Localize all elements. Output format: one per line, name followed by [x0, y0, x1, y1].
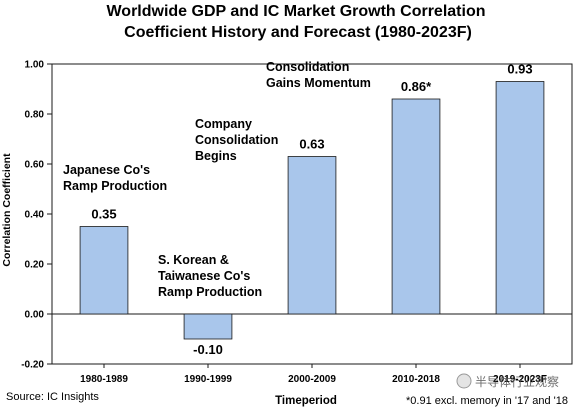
x-tick-label: 2010-2018 — [392, 374, 440, 385]
annotation-line: Gains Momentum — [266, 76, 371, 90]
annotations: Japanese Co's Ramp Production S. Korean & T… — [63, 60, 371, 299]
source-note: Source: IC Insights — [6, 391, 99, 403]
annotation: Consolidation Gains Momentum — [266, 60, 371, 90]
annotation-line: Consolidation — [266, 60, 349, 74]
x-tick-label: 2000-2009 — [288, 374, 336, 385]
annotation-line: Ramp Production — [63, 179, 167, 193]
y-tick-label: -0.20 — [21, 360, 44, 371]
y-tick-label: 1.00 — [25, 60, 45, 71]
annotation-line: Begins — [195, 149, 237, 163]
annotation-line: Taiwanese Co's — [158, 269, 250, 283]
bar — [183, 313, 233, 340]
chart-title-line-1: Worldwide GDP and IC Market Growth Corre… — [106, 3, 485, 20]
data-label: 0.93 — [507, 62, 532, 77]
footnote: *0.91 excl. memory in '17 and '18 — [406, 395, 568, 407]
x-tick-label: 1990-1999 — [184, 374, 232, 385]
bar — [287, 156, 337, 315]
annotation-line: Ramp Production — [158, 285, 262, 299]
data-label: 0.86* — [401, 79, 432, 94]
watermark: 半导体行业观察 — [456, 373, 559, 389]
annotation: S. Korean & Taiwanese Co's Ramp Production — [158, 253, 262, 299]
y-tick-label: 0.00 — [25, 310, 45, 321]
annotation-line: Company — [195, 117, 252, 131]
bar — [495, 81, 545, 315]
y-tick-label: 0.60 — [25, 160, 45, 171]
annotation: Company Consolidation Begins — [195, 117, 278, 163]
y-tick-label: 0.40 — [25, 210, 45, 221]
y-tick-label: 0.20 — [25, 260, 45, 271]
wechat-channel-icon — [456, 373, 472, 389]
x-axis-label: Timeperiod — [275, 395, 337, 407]
watermark-text: 半导体行业观察 — [475, 375, 559, 389]
annotation: Japanese Co's Ramp Production — [63, 163, 167, 193]
bar — [391, 98, 441, 315]
y-axis-label: Correlation Coefficient — [1, 153, 13, 267]
annotation-line: Japanese Co's — [63, 163, 150, 177]
plot-area: 1.00 0.80 0.60 0.40 0.20 0.00 -0.20 0.35 1980-19… — [21, 60, 573, 385]
annotation-line: S. Korean & — [158, 253, 229, 267]
data-label: 0.63 — [299, 137, 324, 152]
bar — [79, 226, 129, 315]
data-label: -0.10 — [193, 342, 223, 357]
y-tick-label: 0.80 — [25, 110, 45, 121]
x-tick-label: 2019-2023F — [493, 374, 547, 385]
data-label: 0.35 — [91, 207, 116, 222]
chart-title-line-2: Coefficient History and Forecast (1980-2… — [124, 24, 472, 41]
annotation-line: Consolidation — [195, 133, 278, 147]
x-tick-label: 1980-1989 — [80, 374, 128, 385]
